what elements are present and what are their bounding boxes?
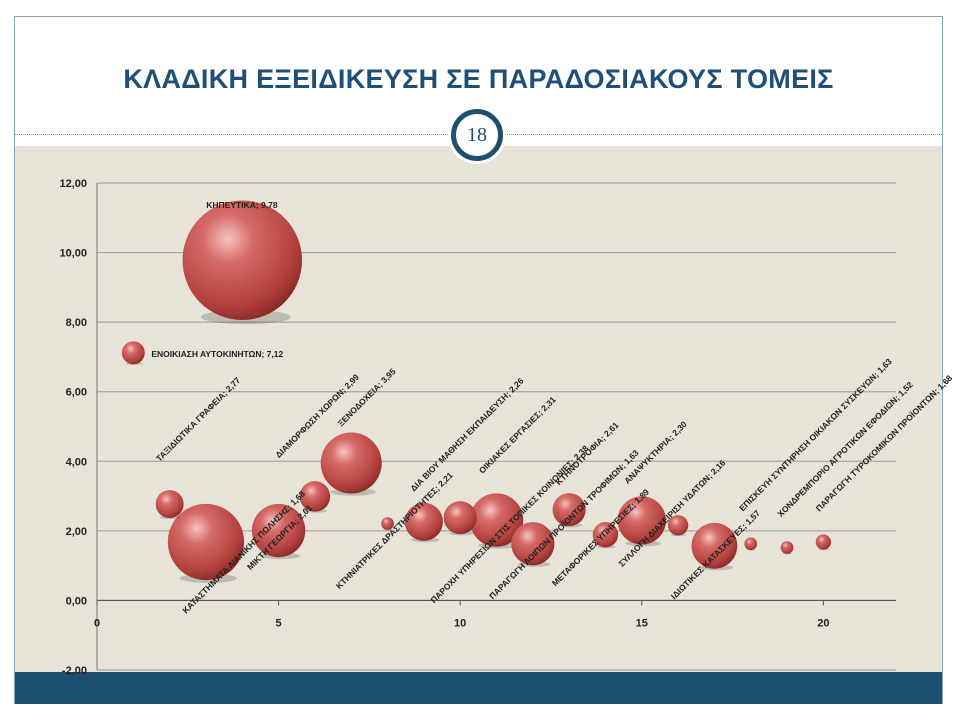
data-label: ΠΑΡΑΓΩΓΗ ΤΥΡΟΚΟΜΙΚΩΝ ΠΡΟΪΟΝΤΩΝ; 1,68	[814, 373, 955, 514]
bubble	[167, 503, 245, 581]
y-tick-label: 10,00	[59, 248, 87, 260]
data-label: ΕΠΙΣΚΕΥΗ ΣΥΝΤΗΡΗΣΗ ΟΙΚΙΑΚΩΝ ΣΥΣΚΕΥΩΝ; 1,…	[737, 356, 894, 513]
bubble	[511, 522, 555, 566]
x-tick-label: 5	[276, 617, 282, 629]
y-tick-label: 4,00	[66, 456, 87, 468]
axes: -2,00 0,00 2,00 4,00 6,00 8,00 10,00 12,00 0 5 10 1…	[59, 178, 896, 677]
bubble	[592, 521, 619, 548]
x-tick-label: 0	[94, 617, 100, 629]
bubble	[552, 493, 586, 527]
page-number-badge: 18	[451, 109, 503, 161]
data-label: ΤΑΞΙΔΙΩΤΙΚΑ ΓΡΑΦΕΙΑ; 2,77	[154, 375, 243, 464]
data-label: ΔΙΑ ΒΙΟΥ ΜΑΘΗΣΗ ΕΚΠΑΙΔΕΥΣΗ; 2,26	[408, 376, 526, 494]
bubble	[443, 501, 477, 535]
x-tick-label: 15	[636, 617, 648, 629]
bubble	[691, 522, 738, 569]
bubble	[780, 541, 794, 554]
bubble	[155, 490, 184, 519]
y-tick-label: 8,00	[66, 317, 87, 329]
bubble	[744, 537, 758, 551]
y-tick-label: 2,00	[66, 526, 87, 538]
slide-title: ΚΛΑΔΙΚΗ ΕΞΕΙΔΙΚΕΥΣΗ ΣΕ ΠΑΡΑΔΟΣΙΑΚΟΥΣ ΤΟΜ…	[123, 64, 834, 94]
bubble	[617, 496, 666, 545]
page-number: 18	[467, 123, 487, 146]
bubble	[667, 515, 689, 536]
data-label: ΞΕΝΟΔΟΧΕΙΑ; 3,95	[336, 366, 398, 428]
bubble	[404, 502, 443, 541]
bubble	[299, 481, 331, 512]
bubble	[251, 503, 306, 558]
chart-background	[15, 146, 942, 672]
bubble	[381, 517, 394, 530]
bubbles	[121, 200, 831, 583]
bubble	[121, 341, 145, 365]
bubble	[182, 200, 303, 320]
data-label: ΚΗΠΕΥΤΙΚΑ; 9,78	[206, 200, 278, 210]
x-tick-label: 10	[454, 617, 466, 629]
footer-bar	[15, 672, 942, 704]
bubble	[469, 493, 524, 547]
y-tick-label: -2,00	[62, 665, 87, 677]
bubble	[815, 534, 831, 550]
data-label: ΕΝΟΙΚΙΑΣΗ ΑΥΤΟΚΙΝΗΤΩΝ; 7,12	[151, 349, 283, 359]
y-tick-label: 6,00	[66, 387, 87, 399]
x-tick-label: 20	[817, 617, 829, 629]
bubble	[320, 432, 382, 494]
y-tick-label: 12,00	[59, 178, 87, 190]
y-tick-label: 0,00	[66, 595, 87, 607]
